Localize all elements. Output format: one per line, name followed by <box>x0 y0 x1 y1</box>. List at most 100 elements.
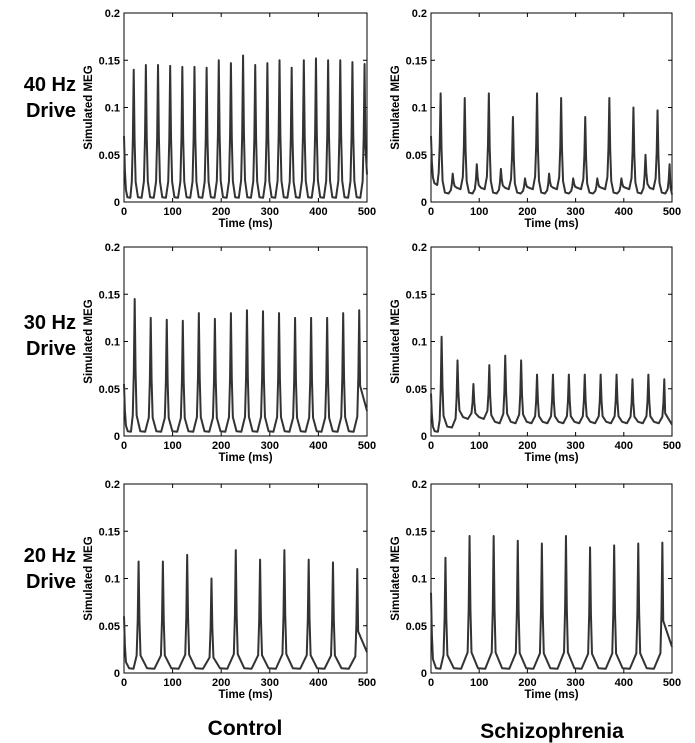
peak-point <box>123 135 125 137</box>
y-tick-label: 0.05 <box>406 150 427 162</box>
x-tick-label: 0 <box>428 440 434 452</box>
y-tick-label: 0 <box>421 197 427 209</box>
y-tick-label: 0.1 <box>105 574 120 586</box>
peak-point <box>452 173 454 175</box>
x-tick-label: 500 <box>358 206 376 218</box>
peak-point <box>358 309 360 311</box>
peak-point <box>668 163 671 165</box>
peak-point <box>596 177 598 179</box>
peak-point <box>524 177 526 179</box>
y-axis-label: Simulated MEG <box>390 536 402 620</box>
x-tick-label: 300 <box>566 677 584 689</box>
peak-point <box>488 364 490 366</box>
panel-4: 0 100 200 300 400 500 0 0.05 0.1 0.15 0.2 Time (ms)… <box>83 479 376 701</box>
peak-point <box>584 373 586 376</box>
meg-trace-line <box>430 534 673 670</box>
x-tick-label: 300 <box>261 206 279 218</box>
peak-point <box>456 359 459 361</box>
column-label-control: Control <box>208 717 283 740</box>
peak-point <box>430 135 432 137</box>
peak-point <box>198 312 200 314</box>
peak-point <box>246 309 248 311</box>
peak-point <box>615 373 618 376</box>
y-tick-label: 0.05 <box>99 621 120 633</box>
x-tick-label: 500 <box>358 677 376 689</box>
peak-point <box>123 615 125 617</box>
peak-point <box>589 546 591 548</box>
x-tick-label: 400 <box>615 677 633 689</box>
y-tick-label: 0.2 <box>105 242 120 254</box>
y-tick-label: 0.2 <box>412 242 427 254</box>
peak-point <box>656 109 659 111</box>
y-tick-label: 0.05 <box>99 150 120 162</box>
x-tick-label: 100 <box>163 206 181 218</box>
peak-point <box>303 59 305 61</box>
column-label-schizophrenia: Schizophrenia <box>480 720 624 743</box>
peak-point <box>468 535 471 537</box>
peak-point <box>632 106 635 109</box>
peak-point <box>536 373 538 376</box>
y-tick-label: 0 <box>114 197 120 209</box>
y-tick-label: 0.15 <box>99 289 120 301</box>
peak-point <box>637 542 639 545</box>
peak-point <box>541 542 543 545</box>
peak-point <box>430 392 432 395</box>
peak-point <box>235 549 237 551</box>
peak-point <box>230 62 232 64</box>
meg-trace-line <box>430 335 673 433</box>
y-axis-label: Simulated MEG <box>83 299 95 383</box>
panel-1: 0 100 200 300 400 500 0 0.05 0.1 0.15 0.2 Time (ms)… <box>390 8 681 230</box>
peak-point <box>444 557 447 559</box>
x-axis-label: Time (ms) <box>524 689 578 701</box>
y-axis-label: Simulated MEG <box>83 65 95 149</box>
peak-point <box>242 54 244 57</box>
peak-point <box>259 559 261 561</box>
peak-point <box>536 92 538 94</box>
peak-point <box>363 63 366 65</box>
y-tick-label: 0.15 <box>406 289 427 301</box>
x-tick-label: 400 <box>309 206 327 218</box>
meg-trace-line <box>123 54 368 199</box>
peak-point <box>631 378 634 380</box>
peak-point <box>356 568 358 570</box>
peak-point <box>472 383 475 385</box>
x-tick-label: 400 <box>615 440 633 452</box>
peak-point <box>661 541 663 544</box>
x-axis-label: Time (ms) <box>218 689 272 701</box>
peak-point <box>332 561 334 564</box>
y-tick-label: 0.15 <box>406 526 427 538</box>
y-tick-label: 0.1 <box>105 337 120 349</box>
y-tick-label: 0 <box>421 431 427 443</box>
y-tick-label: 0.1 <box>412 574 427 586</box>
peak-point <box>133 69 135 71</box>
peak-point <box>488 92 490 94</box>
row-label-30hz-line2: Drive <box>26 338 76 360</box>
peak-point <box>520 359 522 361</box>
peak-point <box>169 65 171 67</box>
y-tick-label: 0.05 <box>406 384 427 396</box>
x-tick-label: 100 <box>470 677 488 689</box>
peak-point <box>440 92 442 94</box>
peak-point <box>517 540 519 542</box>
x-tick-label: 100 <box>470 206 488 218</box>
x-tick-label: 0 <box>121 677 127 689</box>
x-tick-label: 200 <box>518 440 536 452</box>
peak-point <box>552 373 554 376</box>
peak-point <box>262 310 264 312</box>
row-label-20hz-line2: Drive <box>26 571 76 593</box>
peak-point <box>206 67 208 69</box>
y-tick-label: 0 <box>114 431 120 443</box>
peak-point <box>182 320 184 322</box>
x-tick-label: 0 <box>428 677 434 689</box>
y-tick-label: 0.15 <box>99 526 120 538</box>
peak-point <box>613 544 615 547</box>
y-tick-label: 0.15 <box>99 55 120 67</box>
peak-point <box>548 173 550 175</box>
y-tick-label: 0 <box>114 668 120 680</box>
peak-point <box>560 97 562 99</box>
peak-point <box>339 59 341 61</box>
x-tick-label: 500 <box>663 440 681 452</box>
row-label-30hz-line1: 30 Hz <box>24 312 76 334</box>
peak-point <box>584 116 586 118</box>
peak-point <box>193 66 196 68</box>
